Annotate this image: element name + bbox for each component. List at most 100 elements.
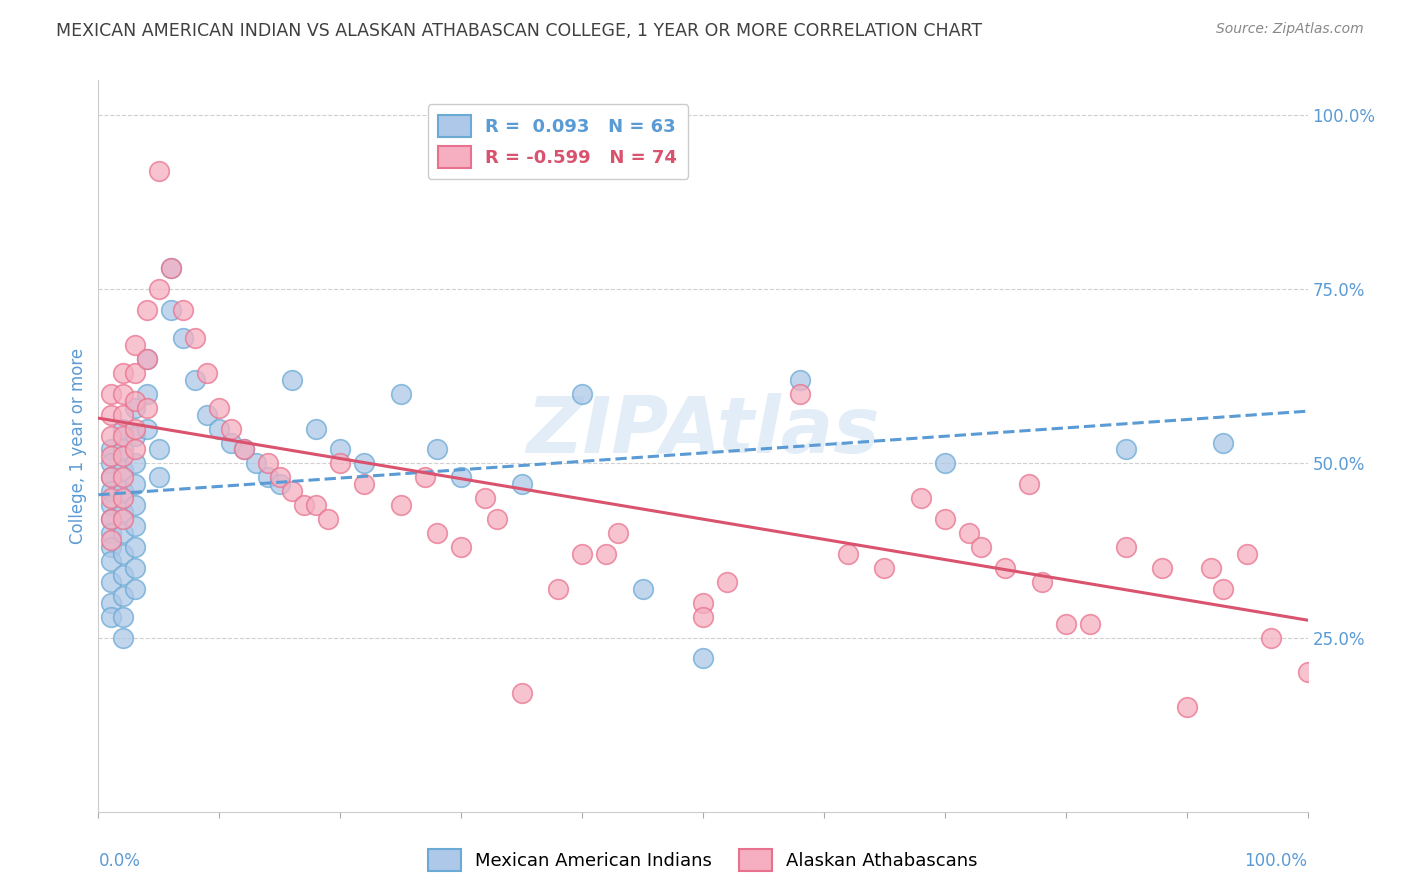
Point [111, 442, 134, 457]
Point [1236, 547, 1258, 561]
Point [281, 373, 304, 387]
Point [184, 331, 207, 345]
Point [124, 519, 146, 533]
Point [692, 596, 714, 610]
Point [124, 457, 146, 471]
Point [232, 442, 254, 457]
Point [135, 351, 157, 366]
Point [256, 470, 278, 484]
Legend: Mexican American Indians, Alaskan Athabascans: Mexican American Indians, Alaskan Athaba… [422, 842, 984, 879]
Point [1175, 700, 1198, 714]
Point [124, 442, 146, 457]
Point [172, 331, 194, 345]
Point [1031, 574, 1053, 589]
Point [329, 442, 352, 457]
Point [111, 526, 134, 541]
Point [111, 547, 134, 561]
Point [970, 540, 993, 554]
Point [124, 540, 146, 554]
Point [148, 164, 170, 178]
Point [837, 547, 859, 561]
Point [111, 463, 134, 477]
Point [571, 547, 593, 561]
Point [100, 596, 122, 610]
Text: 100.0%: 100.0% [1244, 852, 1308, 870]
Point [607, 526, 630, 541]
Point [100, 609, 122, 624]
Point [184, 373, 207, 387]
Point [426, 442, 449, 457]
Point [148, 282, 170, 296]
Text: Source: ZipAtlas.com: Source: ZipAtlas.com [1216, 22, 1364, 37]
Point [269, 470, 291, 484]
Point [305, 498, 328, 512]
Point [1199, 561, 1222, 575]
Point [100, 450, 122, 464]
Point [100, 540, 122, 554]
Point [100, 470, 122, 484]
Point [160, 261, 183, 276]
Point [111, 421, 134, 435]
Point [994, 561, 1017, 575]
Point [389, 498, 412, 512]
Point [910, 491, 932, 506]
Point [426, 526, 449, 541]
Point [148, 470, 170, 484]
Point [1115, 540, 1137, 554]
Point [1212, 582, 1234, 596]
Point [111, 609, 134, 624]
Point [111, 491, 134, 506]
Point [450, 470, 472, 484]
Point [111, 450, 134, 464]
Point [111, 512, 134, 526]
Point [111, 567, 134, 582]
Point [1260, 631, 1282, 645]
Point [873, 561, 896, 575]
Point [208, 421, 231, 435]
Point [232, 442, 254, 457]
Point [221, 421, 243, 435]
Point [353, 477, 375, 491]
Point [571, 386, 593, 401]
Point [450, 540, 472, 554]
Point [124, 498, 146, 512]
Point [100, 574, 122, 589]
Point [510, 686, 533, 700]
Point [111, 386, 134, 401]
Point [100, 533, 122, 547]
Point [172, 303, 194, 318]
Point [100, 484, 122, 499]
Point [124, 393, 146, 408]
Point [631, 582, 654, 596]
Point [111, 408, 134, 422]
Legend: R =  0.093   N = 63, R = -0.599   N = 74: R = 0.093 N = 63, R = -0.599 N = 74 [427, 104, 688, 178]
Point [124, 477, 146, 491]
Point [329, 457, 352, 471]
Point [389, 386, 412, 401]
Point [100, 512, 122, 526]
Point [413, 470, 436, 484]
Point [510, 477, 533, 491]
Point [292, 498, 315, 512]
Point [716, 574, 738, 589]
Point [221, 435, 243, 450]
Point [934, 512, 956, 526]
Point [135, 351, 157, 366]
Point [111, 428, 134, 442]
Point [135, 401, 157, 415]
Point [195, 408, 218, 422]
Point [789, 386, 811, 401]
Point [124, 421, 146, 435]
Point [111, 505, 134, 519]
Point [160, 303, 183, 318]
Point [100, 554, 122, 568]
Point [934, 457, 956, 471]
Text: MEXICAN AMERICAN INDIAN VS ALASKAN ATHABASCAN COLLEGE, 1 YEAR OR MORE CORRELATIO: MEXICAN AMERICAN INDIAN VS ALASKAN ATHAB… [56, 22, 983, 40]
Point [111, 589, 134, 603]
Point [124, 561, 146, 575]
Point [1296, 665, 1319, 680]
Point [124, 582, 146, 596]
Point [1152, 561, 1174, 575]
Point [100, 442, 122, 457]
Point [135, 303, 157, 318]
